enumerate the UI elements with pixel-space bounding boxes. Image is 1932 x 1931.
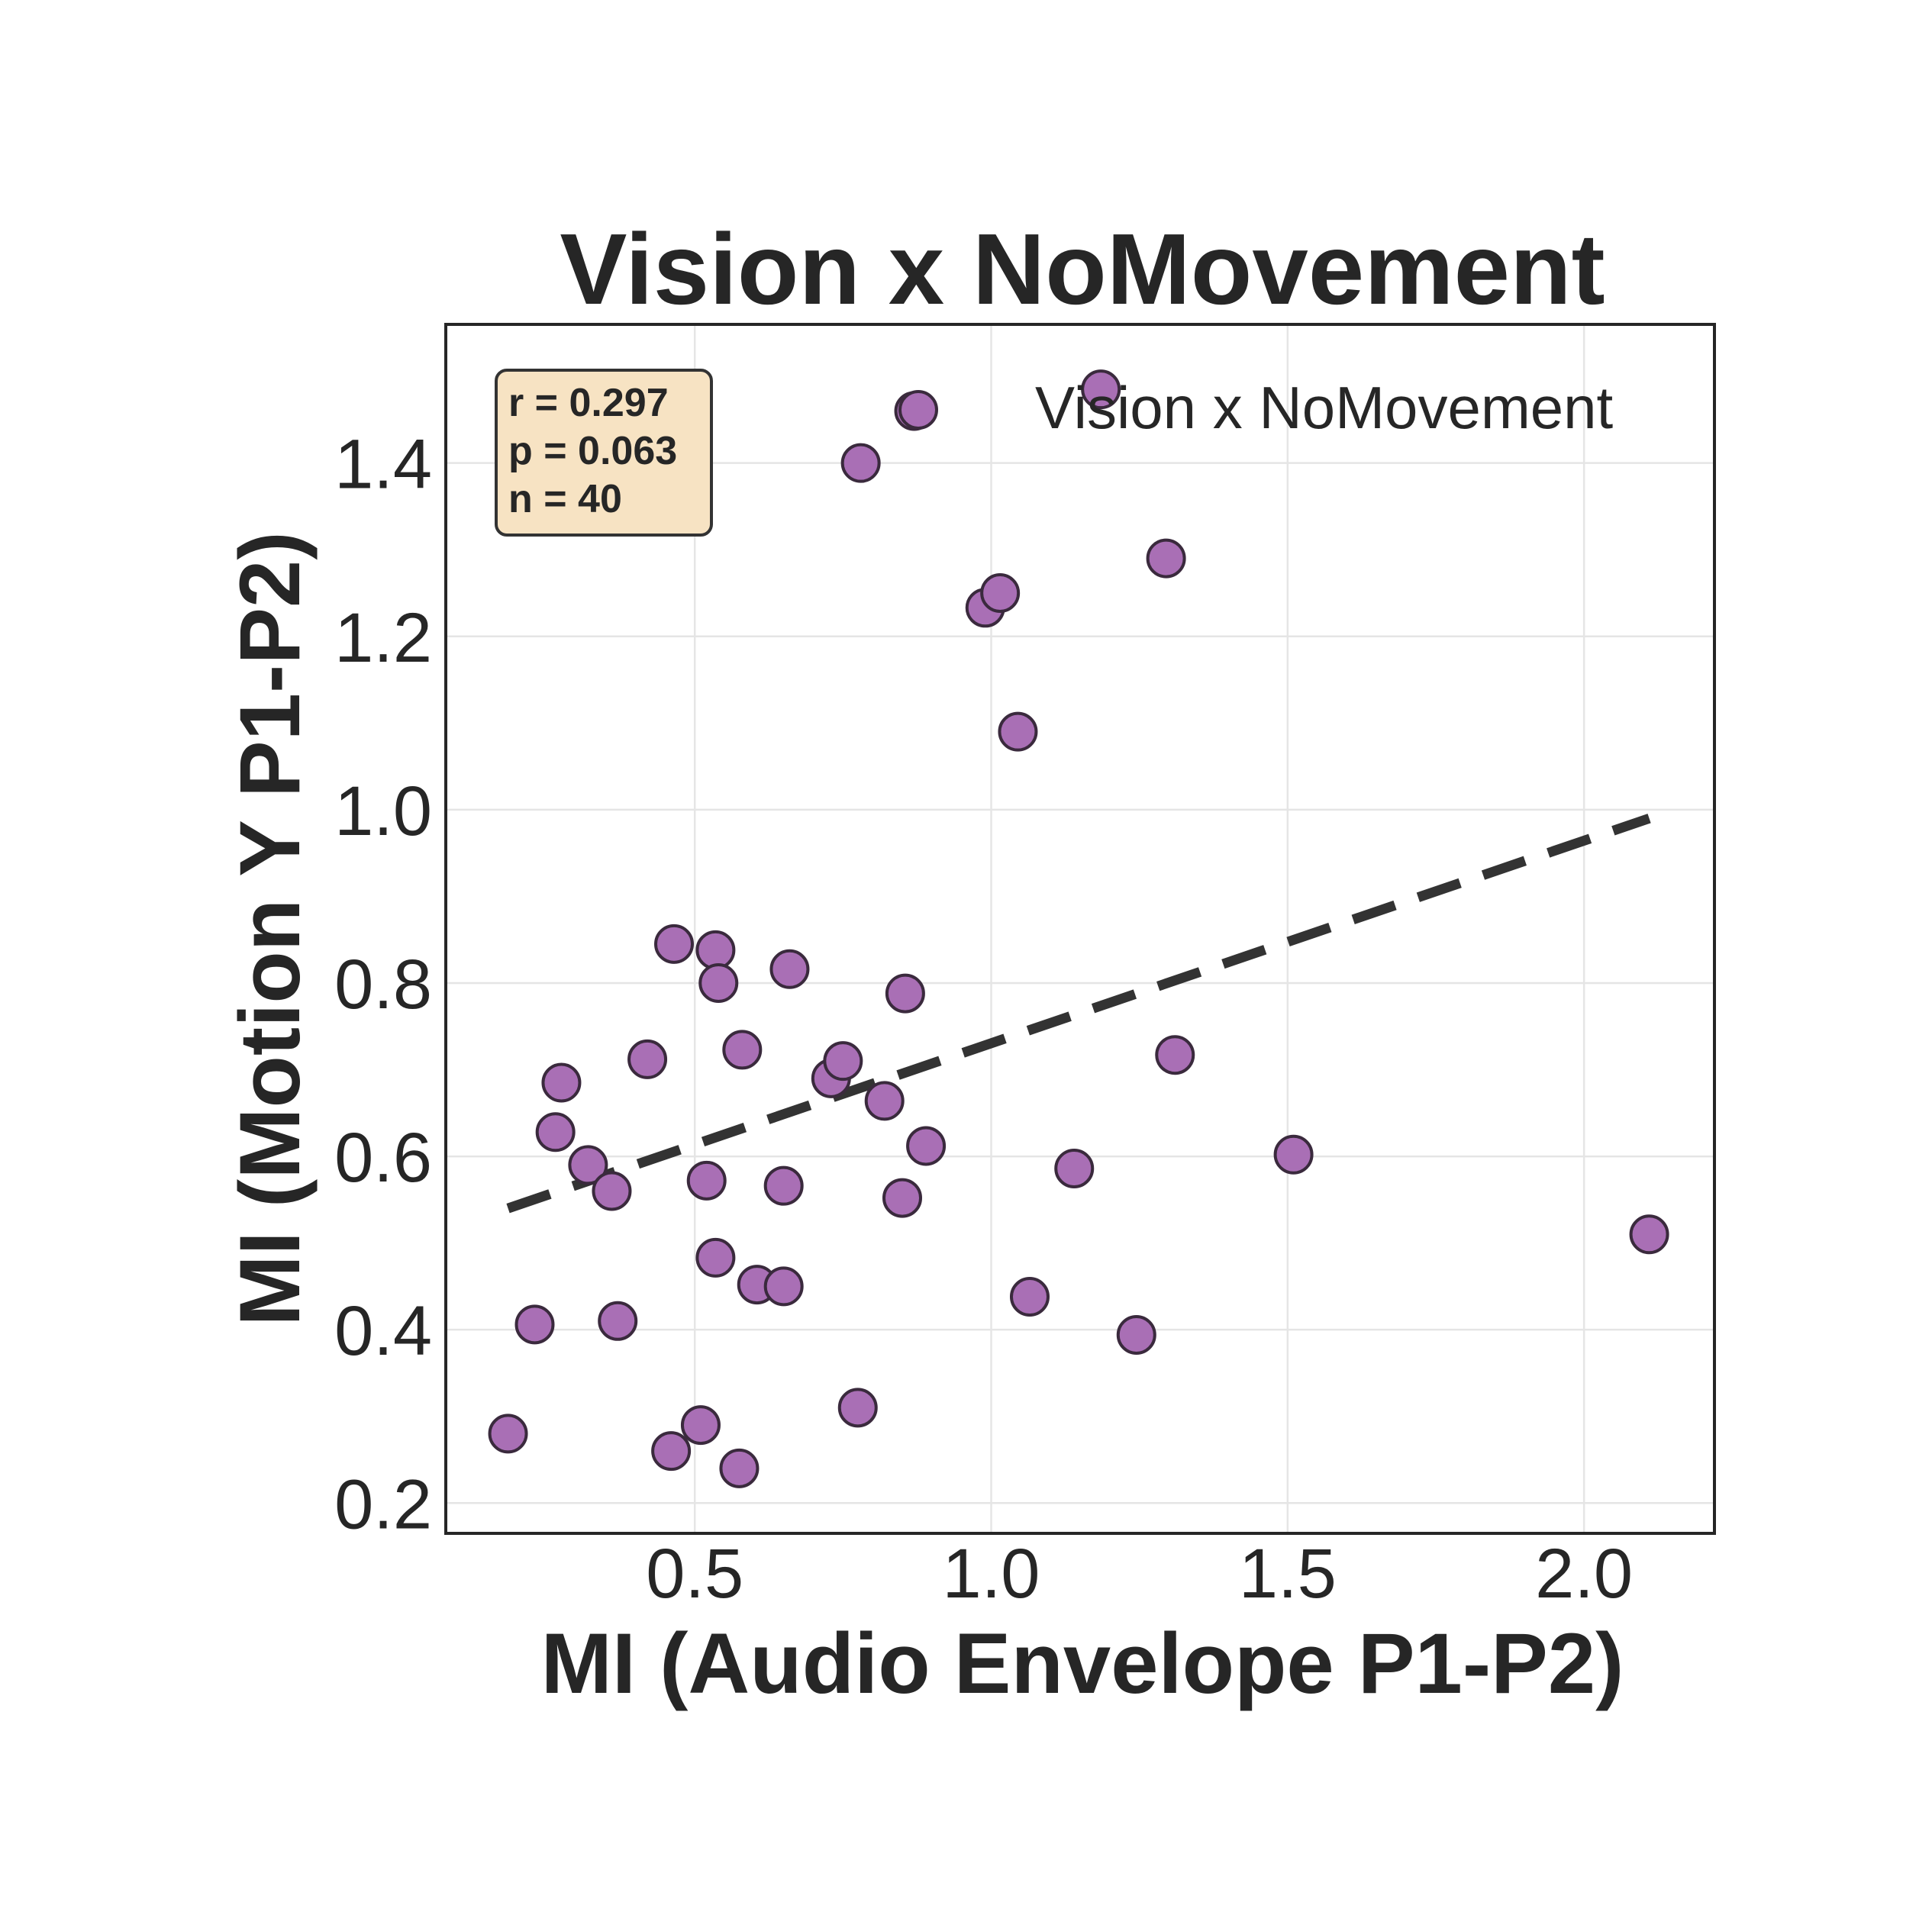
- stats-box-background: [495, 369, 713, 537]
- data-point: [695, 930, 736, 970]
- x-tick-label: 2.0: [1535, 1535, 1633, 1613]
- data-point: [1081, 369, 1121, 410]
- y-tick-label: 1.0: [334, 772, 432, 850]
- x-axis-label: MI (Audio Envelope P1-P2): [541, 1616, 1624, 1711]
- data-point: [651, 1431, 692, 1472]
- data-point: [1009, 1277, 1050, 1317]
- data-point: [680, 1405, 721, 1446]
- data-point: [568, 1145, 608, 1185]
- stats-n: n = 40: [508, 477, 622, 521]
- legend: Vision x NoMovement: [898, 374, 1614, 441]
- data-point: [998, 711, 1038, 752]
- x-tick-label: 1.0: [943, 1535, 1040, 1613]
- legend-label: Vision x NoMovement: [1035, 374, 1614, 441]
- data-point: [535, 1112, 576, 1152]
- data-point: [541, 1062, 582, 1103]
- data-point: [763, 1165, 804, 1206]
- chart-title: Vision x NoMovement: [560, 213, 1605, 325]
- y-tick-label: 0.6: [334, 1119, 432, 1197]
- data-point: [980, 573, 1021, 613]
- data-point: [514, 1304, 555, 1345]
- stats-p: p = 0.063: [508, 429, 677, 473]
- trend-line-group: [506, 814, 1651, 1214]
- regression-line: [506, 814, 1651, 1214]
- data-point: [695, 1237, 736, 1278]
- x-axis-ticks: 0.5 1.0 1.5 2.0: [646, 1535, 1633, 1613]
- data-point: [823, 1041, 863, 1082]
- data-point: [1273, 1134, 1314, 1175]
- legend-marker: [898, 390, 938, 430]
- plot-area-frame: [444, 323, 1716, 1535]
- data-point: [686, 1160, 727, 1201]
- data-point: [906, 1126, 947, 1166]
- data-point: [1629, 1214, 1669, 1255]
- data-points: [488, 369, 1669, 1488]
- data-point: [882, 1178, 923, 1218]
- data-point: [1155, 1035, 1195, 1075]
- data-point: [837, 1388, 878, 1428]
- stats-box: r = 0.297 p = 0.063 n = 40: [495, 369, 713, 537]
- data-point: [722, 1030, 763, 1070]
- y-tick-label: 1.2: [334, 599, 432, 677]
- data-point: [488, 1414, 528, 1454]
- data-point: [840, 443, 881, 483]
- stats-r: r = 0.297: [508, 381, 669, 425]
- data-point: [698, 962, 739, 1003]
- data-point: [592, 1171, 632, 1211]
- y-tick-label: 0.8: [334, 946, 432, 1024]
- data-point: [598, 1301, 638, 1341]
- data-point: [719, 1448, 760, 1488]
- y-tick-label: 1.4: [334, 426, 432, 504]
- y-tick-label: 0.2: [334, 1465, 432, 1543]
- data-point: [1116, 1314, 1156, 1355]
- x-tick-label: 0.5: [646, 1535, 743, 1613]
- data-point: [864, 1081, 905, 1121]
- data-point: [885, 973, 925, 1014]
- data-point: [654, 924, 695, 964]
- data-point: [1146, 538, 1186, 579]
- data-point: [769, 949, 810, 989]
- data-point: [627, 1039, 668, 1079]
- y-tick-label: 0.4: [334, 1292, 432, 1370]
- data-point: [1054, 1148, 1095, 1188]
- data-point: [763, 1266, 804, 1307]
- y-axis-label: MI (Motion Y P1-P2): [222, 531, 318, 1326]
- y-axis-ticks: 0.2 0.4 0.6 0.8 1.0 1.2 1.4: [334, 426, 432, 1544]
- x-tick-label: 1.5: [1239, 1535, 1337, 1613]
